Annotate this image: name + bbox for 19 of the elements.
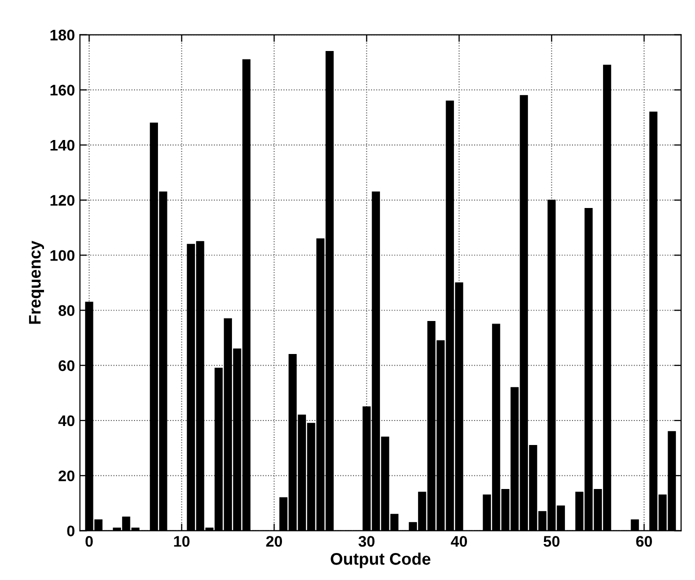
y-tick-label: 20	[58, 470, 74, 482]
y-tick-label: 160	[50, 84, 74, 96]
y-tick-label: 120	[50, 194, 74, 206]
y-axis-title: Frequency	[29, 240, 44, 324]
x-tick-label: 60	[636, 536, 652, 547]
x-axis-title: Output Code	[330, 552, 430, 568]
x-tick-label: 0	[86, 536, 93, 547]
y-tick-label: 140	[50, 140, 74, 151]
y-tick-label: 80	[58, 305, 74, 316]
y-tick-label: 40	[58, 415, 74, 426]
y-tick-label: 0	[67, 526, 74, 536]
x-tick-label: 20	[266, 536, 282, 547]
y-tick-label: 60	[58, 360, 74, 372]
x-tick-label: 30	[358, 536, 375, 547]
x-tick-label: 40	[450, 536, 467, 547]
y-tick-label: 100	[50, 250, 74, 261]
y-tick-label: 180	[50, 30, 74, 40]
x-tick-label: 50	[544, 536, 560, 547]
x-tick-label: 10	[174, 536, 190, 547]
